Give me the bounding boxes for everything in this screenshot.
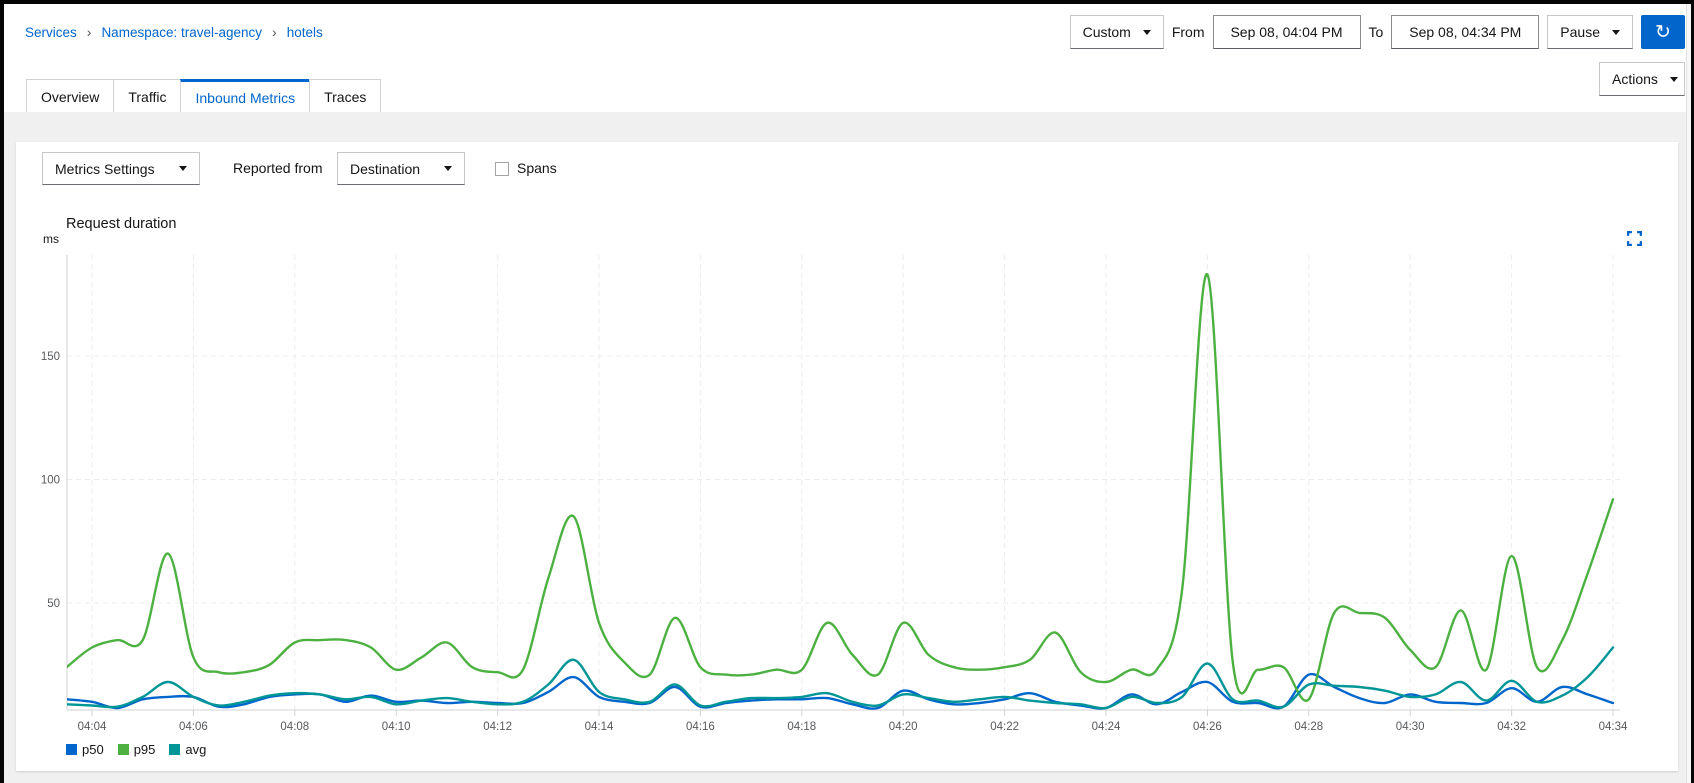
window-frame-left — [0, 0, 4, 783]
caret-down-icon — [179, 166, 187, 171]
spans-checkbox[interactable] — [495, 162, 509, 176]
x-tick-label: 04:30 — [1396, 721, 1425, 733]
chart-title: Request duration — [66, 216, 177, 232]
x-tick-label: 04:18 — [787, 721, 816, 733]
duration-select[interactable]: Custom — [1069, 15, 1164, 49]
breadcrumb: Services › Namespace: travel-agency › ho… — [25, 24, 323, 40]
reported-from-label: Reported from — [233, 160, 323, 176]
breadcrumb-link-namespace[interactable]: Namespace: travel-agency — [101, 24, 263, 40]
x-tick-label: 04:32 — [1497, 721, 1526, 733]
x-tick-label: 04:04 — [78, 721, 107, 733]
chevron-right-icon: › — [86, 24, 92, 40]
from-datetime-input[interactable]: Sep 08, 04:04 PM — [1212, 15, 1361, 49]
service-tabs: Overview Traffic Inbound Metrics Traces — [26, 79, 382, 115]
chart-unit-label: ms — [43, 232, 59, 246]
x-tick-label: 04:06 — [179, 721, 208, 733]
metrics-settings-dropdown[interactable]: Metrics Settings — [42, 152, 200, 185]
x-tick-label: 04:26 — [1193, 721, 1222, 733]
caret-down-icon — [1142, 29, 1151, 35]
metrics-card: Metrics Settings Reported from Destinati… — [16, 142, 1678, 771]
caret-down-icon — [1612, 29, 1620, 35]
x-tick-label: 04:16 — [686, 721, 715, 733]
page-header: Services › Namespace: travel-agency › ho… — [4, 4, 1691, 115]
tab-traffic[interactable]: Traffic — [113, 79, 182, 115]
caret-down-icon — [444, 166, 452, 171]
spans-checkbox-label: Spans — [517, 160, 557, 176]
x-tick-label: 04:24 — [1092, 721, 1121, 733]
tab-traces[interactable]: Traces — [309, 79, 382, 115]
legend-swatch — [66, 744, 77, 755]
duration-select-value: Custom — [1082, 24, 1131, 40]
request-duration-chart-svg: 04:04 04:06 04:08 04:10 04:12 04:14 04:16 04:18… — [41, 255, 1628, 733]
x-tick-label: 04:14 — [585, 721, 614, 733]
x-tick-label: 04:12 — [483, 721, 512, 733]
pause-dropdown-label: Pause — [1560, 24, 1600, 40]
to-datetime-input[interactable]: Sep 08, 04:34 PM — [1391, 15, 1540, 49]
x-tick-label: 04:34 — [1599, 721, 1628, 733]
tab-overview[interactable]: Overview — [26, 79, 115, 115]
y-tick-label: 50 — [47, 598, 60, 610]
x-tick-label: 04:08 — [280, 721, 309, 733]
request-duration-chart[interactable]: 04:04 04:06 04:08 04:10 04:12 04:14 04:16 04:18… — [40, 250, 1640, 740]
y-tick-label: 150 — [41, 351, 60, 363]
series-line-p95 — [67, 273, 1615, 702]
reported-from-dropdown[interactable]: Destination — [337, 152, 465, 185]
reported-from-value: Destination — [350, 160, 421, 177]
breadcrumb-link-service[interactable]: hotels — [286, 24, 323, 40]
caret-down-icon — [1669, 76, 1678, 82]
tab-inbound-metrics[interactable]: Inbound Metrics — [180, 79, 311, 115]
actions-dropdown-label: Actions — [1612, 71, 1658, 87]
legend-item-p95[interactable]: p95 — [117, 742, 155, 757]
to-label: To — [1368, 24, 1384, 40]
x-tick-label: 04:22 — [990, 721, 1019, 733]
expand-chart-button[interactable] — [1626, 230, 1642, 247]
window-frame-top — [0, 0, 1694, 4]
legend-item-avg[interactable]: avg — [169, 742, 206, 757]
actions-dropdown[interactable]: Actions — [1599, 62, 1685, 96]
x-tick-label: 04:28 — [1294, 721, 1323, 733]
from-datetime-value: Sep 08, 04:04 PM — [1230, 24, 1343, 40]
legend-swatch — [117, 744, 129, 755]
breadcrumb-link-services[interactable]: Services — [25, 24, 77, 40]
x-tick-label: 04:10 — [382, 721, 411, 733]
chevron-right-icon: › — [272, 24, 277, 40]
series-line-p50 — [67, 672, 1615, 710]
series-line-avg — [67, 646, 1615, 710]
from-label: From — [1171, 24, 1205, 40]
time-range-toolbar: Custom From Sep 08, 04:04 PM To Sep 08, … — [1069, 15, 1685, 49]
page-scrollbar[interactable] — [1686, 4, 1691, 783]
y-tick-label: 100 — [41, 475, 60, 487]
expand-icon — [1626, 230, 1642, 247]
x-tick-label: 04:20 — [889, 721, 918, 733]
chart-legend: p50 p95 avg — [66, 742, 206, 757]
sync-icon: ↻ — [1655, 21, 1671, 43]
legend-swatch — [169, 744, 181, 755]
refresh-button[interactable]: ↻ — [1641, 15, 1685, 49]
pause-dropdown[interactable]: Pause — [1547, 15, 1633, 49]
to-datetime-value: Sep 08, 04:34 PM — [1409, 24, 1522, 40]
metrics-settings-label: Metrics Settings — [55, 160, 155, 177]
legend-item-p50[interactable]: p50 — [66, 742, 104, 757]
window-frame-right — [1691, 0, 1694, 783]
